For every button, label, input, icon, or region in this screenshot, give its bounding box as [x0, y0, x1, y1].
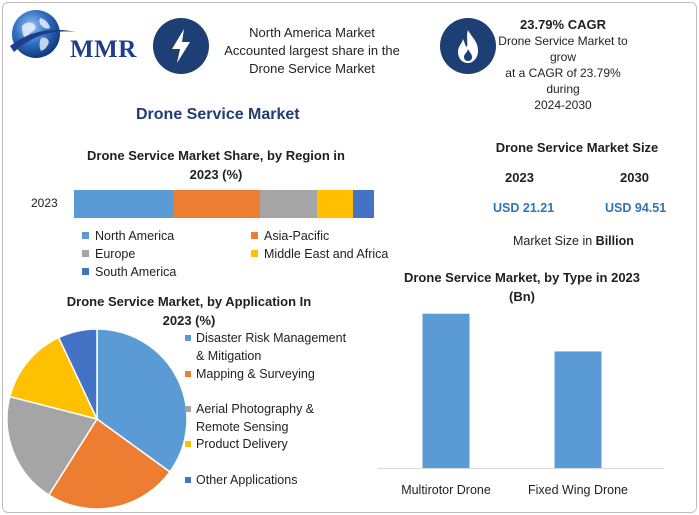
highlight-text-2: 23.79% CAGR Drone Service Market to grow… — [497, 17, 629, 113]
application-chart-title: Drone Service Market, by Application In … — [34, 292, 344, 330]
lightning-icon — [172, 29, 190, 63]
legend-label: North America — [95, 229, 175, 243]
page-title: Drone Service Market — [136, 106, 300, 123]
market-size-value-2030: USD 94.51 — [605, 201, 667, 215]
region-year-label: 2023 — [31, 196, 58, 210]
x-tick-label: Fixed Wing Drone — [528, 483, 628, 497]
region-title-line-1: Drone Service Market Share, by Region in — [87, 148, 345, 163]
pie-legend-label: Other Applications — [196, 473, 298, 487]
stack-segment-south-america — [353, 190, 374, 218]
legend-europe: Europe — [82, 247, 135, 261]
market-size-year-2023: 2023 — [505, 170, 534, 185]
pie-legend-mapping: Mapping & Surveying — [185, 365, 315, 383]
type-chart-title: Drone Service Market, by Type in 2023 (B… — [380, 268, 664, 306]
pie-legend-label: Disaster Risk Management — [196, 331, 347, 345]
globe-icon — [10, 10, 76, 58]
pie-legend-aerial: Aerial Photography & Remote Sensing — [185, 400, 315, 436]
pie-slice-product-delivery — [8, 336, 99, 421]
stack-segment-europe — [260, 190, 317, 218]
pie-legend-delivery: Product Delivery — [185, 435, 288, 453]
legend-swatch — [82, 268, 89, 275]
pie-legend-other: Other Applications — [185, 471, 298, 489]
mmr-logo: MMR — [8, 6, 138, 64]
stack-segment-asia-pacific — [173, 190, 260, 218]
highlight-badge-1 — [153, 18, 209, 74]
type-title-line-1: Drone Service Market, by Type in 2023 — [403, 270, 641, 285]
legend-swatch — [185, 477, 191, 483]
type-title-line-2: (Bn) — [509, 289, 535, 304]
pie-legend-label: Product Delivery — [196, 437, 288, 451]
stack-segment-middle-east-and-africa — [317, 190, 353, 218]
highlight-badge-2 — [440, 18, 496, 74]
pie-slice-other-applications — [57, 328, 98, 420]
highlight-2-line-2: at a CAGR of 23.79% during — [505, 66, 621, 96]
cagr-value: 23.79% CAGR — [520, 17, 606, 32]
region-title-line-2: 2023 (%) — [189, 167, 243, 182]
pie-slice-aerial-photography-remote-sensing — [6, 395, 99, 497]
application-pie-chart — [6, 328, 188, 510]
legend-label: South America — [95, 265, 177, 279]
legend-swatch — [185, 335, 191, 341]
stack-segment-north-america — [74, 190, 173, 218]
market-size-year-2030: 2030 — [620, 170, 649, 185]
pie-slice-mapping-surveying — [47, 417, 171, 510]
region-chart-title: Drone Service Market Share, by Region in… — [60, 146, 372, 184]
bar-multirotor-drone — [422, 313, 470, 468]
application-title-line-1: Drone Service Market, by Application In — [66, 294, 312, 309]
highlight-text-1: North America Market Accounted largest s… — [214, 24, 410, 78]
highlight-1-line-3: Drone Service Market — [249, 61, 375, 76]
legend-swatch — [185, 441, 191, 447]
logo-text: MMR — [70, 36, 137, 63]
highlight-1-line-2: Accounted largest share in the — [224, 43, 400, 58]
highlight-2-line-3: 2024-2030 — [534, 98, 592, 112]
legend-swatch — [82, 232, 89, 239]
legend-asia-pacific: Asia-Pacific — [251, 229, 329, 243]
unit-note-unit: Billion — [595, 234, 634, 248]
legend-label: Asia-Pacific — [264, 229, 330, 243]
legend-north-america: North America — [82, 229, 174, 243]
pie-slice-disaster-risk-management-mitigation — [96, 328, 188, 473]
market-size-title: Drone Service Market Size — [495, 140, 659, 155]
pie-legend-label: Remote Sensing — [196, 420, 289, 434]
legend-south-america: South America — [82, 265, 176, 279]
application-title-line-2: 2023 (%) — [162, 313, 216, 328]
legend-swatch — [185, 371, 191, 377]
highlight-1-line-1: North America Market — [249, 25, 375, 40]
region-stacked-bar — [74, 190, 374, 218]
type-bar-chart: Multirotor Drone Fixed Wing Drone — [378, 313, 664, 497]
legend-label: Middle East and Africa — [264, 247, 389, 261]
pie-legend-label: Aerial Photography & — [196, 402, 315, 416]
flame-icon — [458, 30, 478, 63]
x-tick-label: Multirotor Drone — [401, 483, 491, 497]
pie-legend-disaster: Disaster Risk Management & Mitigation — [185, 329, 347, 365]
legend-middle-east-africa: Middle East and Africa — [251, 247, 388, 261]
market-size-unit-note: Market Size in Billion — [513, 234, 634, 248]
unit-note-prefix: Market Size in — [513, 234, 596, 248]
legend-label: Europe — [95, 247, 136, 261]
legend-swatch — [251, 232, 258, 239]
market-size-value-2023: USD 21.21 — [493, 201, 555, 215]
pie-legend-label: & Mitigation — [196, 349, 262, 363]
legend-swatch — [82, 250, 89, 257]
pie-legend-label: Mapping & Surveying — [196, 367, 315, 381]
highlight-2-line-1: Drone Service Market to grow — [498, 34, 628, 64]
bar-fixed-wing-drone — [554, 351, 602, 468]
legend-swatch — [251, 250, 258, 257]
legend-swatch — [185, 406, 191, 412]
